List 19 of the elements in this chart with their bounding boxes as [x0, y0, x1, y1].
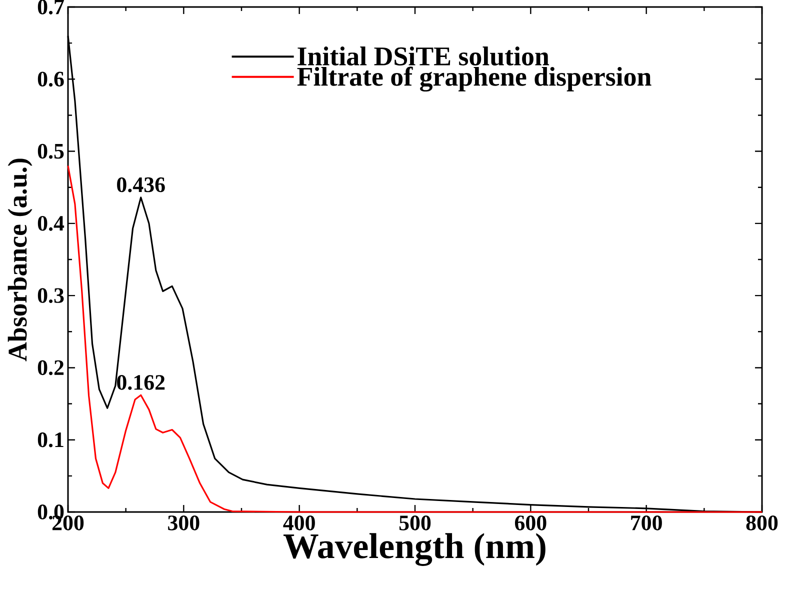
legend-label: Filtrate of graphene dispersion — [297, 66, 652, 92]
y-tick-label: 0.6 — [38, 72, 64, 87]
y-tick-label: 0.3 — [38, 288, 64, 304]
x-axis-title: Wavelength (nm) — [284, 533, 546, 566]
y-tick-label: 0.5 — [38, 144, 64, 159]
y-tick-label: 0.2 — [38, 360, 64, 376]
annotation: 0.162 — [117, 375, 165, 390]
x-tick-label: 600 — [514, 516, 546, 530]
x-tick-label: 800 — [746, 516, 778, 530]
y-tick-label: 0.4 — [38, 216, 64, 231]
x-tick-label: 700 — [631, 516, 662, 530]
x-tick-label: 400 — [283, 516, 315, 530]
y-axis-title: Absorbance (a.u.) — [8, 158, 32, 362]
y-tick-label: 0.1 — [38, 432, 64, 448]
y-tick-label: 0.7 — [38, 0, 64, 14]
annotation: 0.436 — [117, 177, 165, 192]
x-tick-label: 300 — [168, 516, 200, 530]
x-tick-label: 500 — [399, 516, 431, 530]
legend-label: Initial DSiTE solution — [298, 46, 550, 66]
